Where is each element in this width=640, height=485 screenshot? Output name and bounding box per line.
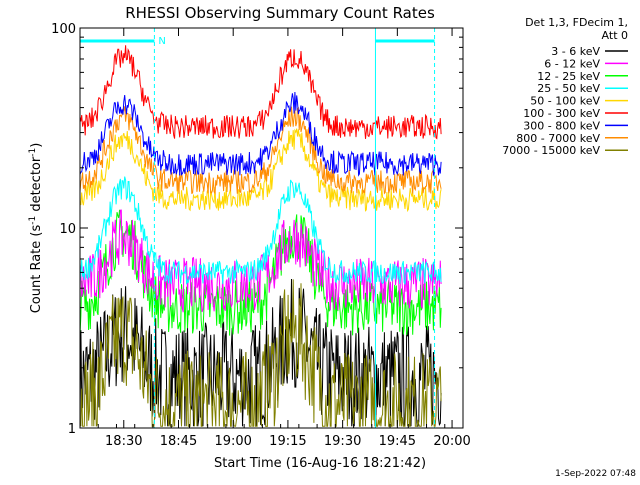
- y-tick-label-0: 1: [68, 422, 76, 437]
- series-3: [79, 176, 442, 286]
- series-6: [79, 91, 442, 177]
- footer-date: 1-Sep-2022 07:48: [555, 469, 636, 479]
- series-line-7: [79, 106, 442, 196]
- y-axis-label-exp: -1: [28, 216, 38, 225]
- x-tick-label-2: 19:00: [214, 434, 251, 449]
- series-8: [79, 279, 442, 428]
- series-1: [79, 209, 442, 313]
- y-axis-label-middle: detector: [29, 156, 44, 216]
- x-tick-label-0: 18:30: [105, 434, 142, 449]
- data-layer: [79, 45, 442, 428]
- legend-label-2: 12 - 25 keV: [537, 70, 600, 83]
- series-4: [79, 128, 442, 213]
- y-axis-label-prefix: Count Rate (s: [29, 225, 44, 314]
- y-axis-label-close: ): [29, 143, 44, 148]
- flag-layer: N: [80, 28, 436, 428]
- y-axis-label-exp-2: -1: [28, 148, 38, 157]
- series-line-0: [79, 278, 442, 428]
- legend-label-0: 3 - 6 keV: [551, 45, 600, 58]
- x-tick-label-1: 18:45: [160, 434, 197, 449]
- legend-label-4: 50 - 100 keV: [530, 95, 600, 108]
- x-tick-label-6: 20:00: [433, 434, 470, 449]
- series-line-8: [79, 279, 442, 428]
- y-tick-label-2: 100: [51, 22, 76, 37]
- legend-label-1: 6 - 12 keV: [544, 57, 600, 70]
- chart-title: RHESSI Observing Summary Count Rates: [125, 4, 435, 22]
- x-tick-label-5: 19:45: [379, 434, 416, 449]
- legend-header-line-1: Det 1,3, FDecim 1,: [525, 16, 628, 29]
- series-line-6: [79, 91, 442, 177]
- series-7: [79, 106, 442, 196]
- series-5: [79, 45, 442, 140]
- x-tick-label-3: 19:15: [269, 434, 306, 449]
- axis-layer: 18:30 18:45 19:00 19:15 19:30 19:45 20:00 1 10 10…: [51, 22, 471, 449]
- legend-label-6: 300 - 800 keV: [523, 119, 600, 132]
- legend-label-5: 100 - 300 keV: [523, 107, 600, 120]
- series-line-1: [79, 209, 442, 313]
- legend-label-8: 7000 - 15000 keV: [502, 144, 600, 157]
- legend-label-3: 25 - 50 keV: [537, 82, 600, 95]
- series-line-5: [79, 45, 442, 140]
- series-0: [79, 278, 442, 428]
- legend-header-line-2: Att 0: [602, 29, 628, 42]
- y-axis-label: Count Rate (s-1 detector-1): [28, 143, 44, 314]
- x-axis-label: Start Time (16-Aug-16 18:21:42): [214, 456, 426, 471]
- x-tick-label-4: 19:30: [324, 434, 361, 449]
- series-line-4: [79, 128, 442, 213]
- legend-label-7: 800 - 7000 keV: [516, 132, 600, 145]
- y-tick-label-1: 10: [59, 222, 76, 237]
- series-line-3: [79, 176, 442, 286]
- flag-label-0: N: [158, 36, 165, 47]
